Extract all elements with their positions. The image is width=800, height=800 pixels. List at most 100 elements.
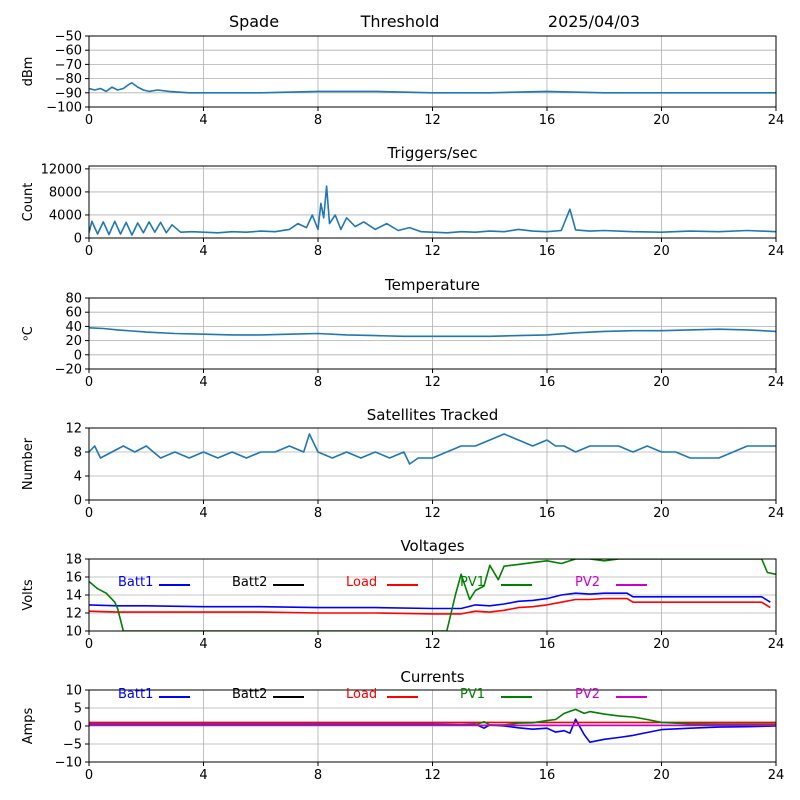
x-tick-label: 20 xyxy=(653,768,670,783)
series-line xyxy=(89,82,776,94)
x-tick-label: 24 xyxy=(768,244,785,259)
x-tick-label: 16 xyxy=(539,768,556,783)
y-tick-label: −20 xyxy=(55,363,82,378)
x-tick-label: 20 xyxy=(653,375,670,390)
y-tick-label: 10 xyxy=(65,625,82,640)
y-tick-label: 10 xyxy=(65,684,82,699)
legend-label: Load xyxy=(346,575,377,590)
x-tick-label: 24 xyxy=(768,113,785,128)
header-date: 2025/04/03 xyxy=(548,12,640,31)
legend-label: PV1 xyxy=(460,687,485,702)
chart-panel-4: 0 4 8 12 16 20 24 0 4 8 12 Satellites Tracked Number xyxy=(21,406,784,521)
y-tick-label: 4000 xyxy=(49,208,82,223)
x-tick-label: 0 xyxy=(85,768,93,783)
y-axis-label: Volts xyxy=(21,579,36,611)
header-station: Spade xyxy=(229,12,279,31)
x-tick-label: 12 xyxy=(424,244,441,259)
series-line xyxy=(89,433,776,465)
x-tick-label: 24 xyxy=(768,768,785,783)
chart-panel-5: 0 4 8 12 16 20 24 10 12 14 16 18 Voltages Volts Batt1 B… xyxy=(21,537,784,652)
y-tick-label: 8 xyxy=(74,446,82,461)
y-tick-label: 0 xyxy=(74,232,82,247)
y-tick-label: 5 xyxy=(74,702,82,717)
x-tick-label: 20 xyxy=(653,506,670,521)
y-tick-label: −50 xyxy=(55,30,82,45)
x-tick-label: 4 xyxy=(199,375,207,390)
y-axis-label: Amps xyxy=(21,707,36,744)
y-tick-label: −80 xyxy=(55,72,82,87)
series-line-load xyxy=(89,597,771,615)
x-tick-label: 8 xyxy=(314,244,322,259)
chart-panel-2: 0 4 8 12 16 20 24 0 4000 8000 12000 Triggers/sec Cou… xyxy=(21,144,784,259)
header-mode: Threshold xyxy=(360,12,440,31)
x-tick-label: 8 xyxy=(314,768,322,783)
y-tick-label: 12000 xyxy=(41,162,82,177)
chart-title: Triggers/sec xyxy=(387,144,478,162)
x-tick-label: 4 xyxy=(199,768,207,783)
y-tick-label: 14 xyxy=(65,589,82,604)
legend-label: Batt2 xyxy=(232,687,267,702)
legend-label: Batt1 xyxy=(118,687,153,702)
legend-label: Batt1 xyxy=(118,575,153,590)
x-tick-label: 16 xyxy=(539,506,556,521)
x-tick-label: 0 xyxy=(85,506,93,521)
x-tick-label: 12 xyxy=(424,375,441,390)
legend-label: Load xyxy=(346,687,377,702)
x-tick-label: 12 xyxy=(424,113,441,128)
x-tick-label: 4 xyxy=(199,506,207,521)
x-tick-label: 8 xyxy=(314,113,322,128)
y-tick-label: 18 xyxy=(65,553,82,568)
x-tick-label: 12 xyxy=(424,637,441,652)
x-tick-label: 16 xyxy=(539,244,556,259)
y-tick-label: 12 xyxy=(65,422,82,437)
chart-title: Voltages xyxy=(400,537,464,555)
x-tick-label: 20 xyxy=(653,637,670,652)
series-line xyxy=(89,327,776,338)
chart-title: Satellites Tracked xyxy=(367,406,498,424)
y-axis-label: ᵒC xyxy=(21,326,36,340)
x-tick-label: 0 xyxy=(85,244,93,259)
legend-label: PV2 xyxy=(575,687,600,702)
y-tick-label: 0 xyxy=(74,494,82,509)
x-tick-label: 0 xyxy=(85,637,93,652)
series-line-pv1 xyxy=(89,559,776,631)
series-line-batt1 xyxy=(89,592,771,610)
y-tick-label: −10 xyxy=(55,756,82,771)
chart-title: Temperature xyxy=(384,276,480,294)
y-tick-label: −60 xyxy=(55,44,82,59)
legend-label: PV2 xyxy=(575,575,600,590)
y-tick-label: −100 xyxy=(46,101,82,116)
x-tick-label: 8 xyxy=(314,637,322,652)
chart-title: Currents xyxy=(400,668,464,686)
y-tick-label: −5 xyxy=(63,738,82,753)
x-tick-label: 8 xyxy=(314,375,322,390)
y-tick-label: 80 xyxy=(65,292,82,307)
y-tick-label: 0 xyxy=(74,720,82,735)
y-tick-label: 40 xyxy=(65,320,82,335)
chart-panel-1: 0 4 8 12 16 20 24 −100−90−80−70−60−50 dBm xyxy=(21,30,784,129)
y-tick-label: 12 xyxy=(65,607,82,622)
x-tick-label: 12 xyxy=(424,506,441,521)
y-axis-label: Number xyxy=(21,437,36,490)
x-tick-label: 24 xyxy=(768,375,785,390)
x-tick-label: 4 xyxy=(199,244,207,259)
x-tick-label: 0 xyxy=(85,375,93,390)
y-tick-label: 0 xyxy=(74,348,82,363)
y-tick-label: −90 xyxy=(55,86,82,101)
y-axis-label: dBm xyxy=(21,57,36,87)
x-tick-label: 16 xyxy=(539,113,556,128)
x-tick-label: 12 xyxy=(424,768,441,783)
y-tick-label: 4 xyxy=(74,470,82,485)
x-tick-label: 8 xyxy=(314,506,322,521)
x-tick-label: 20 xyxy=(653,244,670,259)
y-tick-label: 60 xyxy=(65,306,82,321)
x-tick-label: 4 xyxy=(199,637,207,652)
x-tick-label: 24 xyxy=(768,506,785,521)
legend-label: Batt2 xyxy=(232,575,267,590)
y-tick-label: 20 xyxy=(65,334,82,349)
y-axis-label: Count xyxy=(21,183,36,222)
